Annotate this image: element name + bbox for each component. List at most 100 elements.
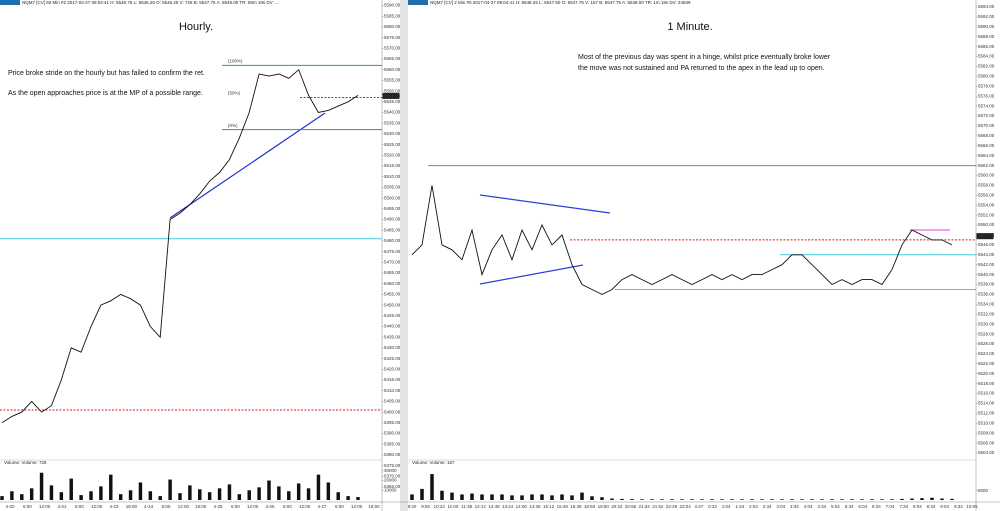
- volume-bar: [336, 492, 340, 500]
- volume-bar: [158, 496, 162, 500]
- volume-bar: [356, 497, 360, 500]
- x-tick-label: 12:00: [178, 504, 190, 509]
- x-tick-label: 7:04: [886, 504, 895, 509]
- y-tick-label: 5495.00: [384, 206, 401, 211]
- volume-tick-label: 5000: [978, 488, 989, 493]
- volume-bar: [79, 495, 83, 500]
- y-tick-label: 5550.00: [384, 88, 401, 93]
- x-tick-label: 23:04: [680, 504, 692, 509]
- x-tick-label: 6:00: [75, 504, 84, 509]
- y-tick-label: 5552.00: [978, 212, 995, 217]
- volume-bar: [287, 491, 291, 500]
- y-tick-label: 5514.00: [978, 401, 995, 406]
- volume-bar: [296, 483, 301, 500]
- y-tick-label: 5562.00: [978, 163, 995, 168]
- x-tick-label: 7:34: [899, 504, 908, 509]
- y-tick-label: 5538.00: [978, 282, 995, 287]
- x-tick-label: 0:32: [708, 504, 717, 509]
- volume-bar: [660, 499, 664, 500]
- x-tick-label: 18:00: [126, 504, 138, 509]
- y-tick-label: 5528.00: [978, 331, 995, 336]
- volume-bar: [99, 486, 103, 500]
- x-tick-label: 4-20: [5, 504, 15, 509]
- y-tick-label: 5508.00: [978, 430, 995, 435]
- x-tick-label: 9:34: [954, 504, 963, 509]
- y-tick-label: 5465.00: [384, 270, 401, 275]
- volume-bar: [109, 474, 113, 500]
- y-tick-label: 5556.00: [978, 192, 995, 197]
- y-tick-label: 5565.00: [384, 56, 401, 61]
- y-tick-label: 5485.00: [384, 227, 401, 232]
- y-tick-label: 5582.00: [978, 64, 995, 69]
- x-tick-label: 19:50: [598, 504, 610, 509]
- x-tick-label: 6:34: [872, 504, 881, 509]
- volume-bar: [940, 498, 944, 500]
- annotation: Price broke stride on the hourly but has…: [8, 70, 205, 77]
- y-tick-label: 5500.00: [384, 195, 401, 200]
- x-tick-label: 18:50: [584, 504, 596, 509]
- volume-bar: [346, 496, 350, 500]
- y-tick-label: 5588.00: [978, 34, 995, 39]
- x-tick-label: 20:22: [611, 504, 623, 509]
- x-tick-label: 4-21: [57, 504, 67, 509]
- volume-bar: [168, 479, 172, 500]
- volume-bar: [620, 498, 624, 500]
- volume-bar: [900, 498, 904, 500]
- x-tick-label: 4-27: [694, 504, 704, 509]
- volume-bar: [600, 497, 604, 500]
- y-tick-label: 5375.00: [384, 463, 401, 468]
- x-tick-label: 6:00: [335, 504, 344, 509]
- last-price-label: 5547.75: [978, 233, 995, 238]
- volume-bar: [257, 487, 261, 500]
- x-tick-label: 12:48: [488, 504, 500, 509]
- x-tick-label: 12:00: [247, 504, 259, 509]
- x-tick-label: 22:28: [666, 504, 678, 509]
- reference-label: (100%): [228, 59, 243, 64]
- x-tick-label: 6:00: [162, 504, 171, 509]
- volume-bar: [630, 499, 634, 500]
- y-tick-label: 5580.00: [384, 24, 401, 29]
- channel-line: [479, 194, 611, 214]
- volume-bar: [710, 499, 714, 500]
- y-tick-label: 5520.00: [384, 152, 401, 157]
- x-tick-label: 21:52: [652, 504, 664, 509]
- x-tick-label: 10:24: [434, 504, 446, 509]
- annotation: the move was not sustained and PA return…: [578, 65, 825, 72]
- volume-bar: [580, 492, 584, 500]
- x-tick-label: 8:04: [913, 504, 922, 509]
- y-tick-label: 5570.00: [384, 45, 401, 50]
- x-tick-label: 21:34: [639, 504, 651, 509]
- y-tick-label: 5504.00: [978, 450, 995, 455]
- x-tick-label: 12:00: [39, 504, 51, 509]
- volume-label: Volume: Volume: 728: [4, 460, 47, 465]
- x-tick-label: 12:12: [475, 504, 487, 509]
- y-tick-label: 5395.00: [384, 420, 401, 425]
- x-tick-label: 13:24: [502, 504, 514, 509]
- volume-bar: [306, 488, 311, 500]
- volume-bar: [800, 499, 804, 500]
- volume-bar: [880, 499, 884, 500]
- volume-bar: [49, 485, 54, 500]
- x-tick-label: 4:04: [804, 504, 813, 509]
- y-tick-label: 5405.00: [384, 399, 401, 404]
- x-tick-label: 3:34: [790, 504, 799, 509]
- y-tick-label: 5450.00: [384, 302, 401, 307]
- x-tick-label: 6:04: [858, 504, 867, 509]
- volume-bar: [207, 492, 212, 500]
- x-tick-label: 4-24: [144, 504, 154, 509]
- y-tick-label: 5576.00: [978, 93, 995, 98]
- volume-bar: [277, 486, 281, 500]
- volume-bar: [237, 494, 242, 500]
- y-tick-label: 5555.00: [384, 78, 401, 83]
- volume-bar: [770, 499, 774, 500]
- volume-tick-label: 30000: [384, 468, 397, 473]
- last-price-label: 5547.75: [384, 93, 401, 98]
- volume-bar: [178, 493, 182, 500]
- volume-bar: [750, 499, 754, 500]
- volume-bar: [10, 491, 14, 500]
- volume-bar: [430, 474, 434, 500]
- volume-bar: [420, 488, 424, 500]
- volume-bar: [680, 499, 684, 500]
- y-tick-label: 5592.00: [978, 14, 995, 19]
- y-tick-label: 5542.00: [978, 262, 995, 267]
